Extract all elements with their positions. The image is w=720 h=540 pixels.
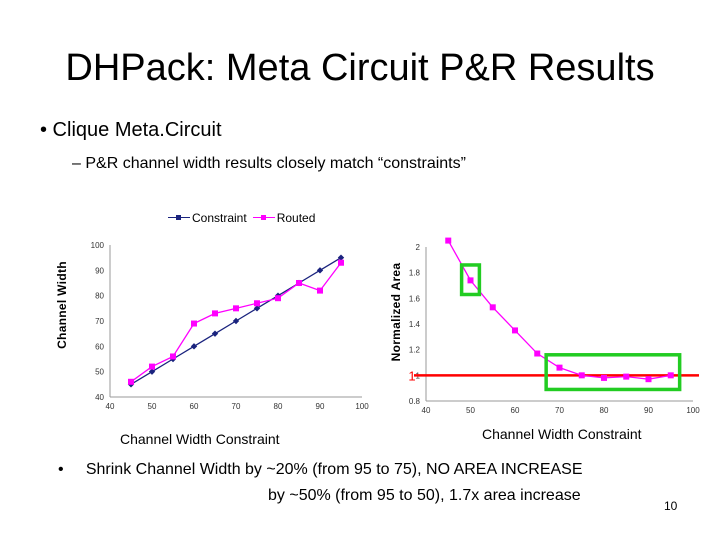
legend-label-constraint: Constraint — [192, 211, 247, 225]
chart1-point-constraint — [337, 254, 345, 261]
chart1-point-routed — [149, 363, 155, 370]
chart2-ytick-label: 0.8 — [409, 397, 421, 406]
chart2-xtick-label: 100 — [686, 406, 700, 415]
chart1-point-routed — [191, 320, 197, 327]
chart2-point-routed — [623, 373, 630, 380]
chart2-xtick-label: 70 — [555, 406, 564, 415]
chart2-xtick-label: 90 — [644, 406, 653, 415]
chart1-point-routed — [338, 259, 344, 266]
chart1-point-constraint — [211, 330, 219, 337]
chart2-point-routed — [601, 374, 607, 381]
chart2-point-routed — [667, 372, 674, 379]
bullet-shrink-channel: • Shrink Channel Width by ~20% (from 95 … — [58, 460, 583, 480]
chart2-ytick-label: 2 — [416, 243, 421, 252]
chart1-ytick-label: 60 — [95, 342, 104, 351]
bullet-2-marker: • — [58, 461, 64, 478]
chart2-ytick-label: 1.8 — [409, 269, 421, 278]
chart2-xtick-label: 80 — [600, 406, 609, 415]
chart2-highlight-box-0 — [459, 263, 482, 297]
chart2-xtick-label: 50 — [466, 406, 475, 415]
chart1-point-routed — [275, 295, 281, 302]
chart1-point-routed — [212, 310, 218, 317]
legend-item-constraint: Constraint — [168, 211, 247, 225]
chart-channel-width: 40 50 60 70 80 90 100 40 50 60 70 80 90 100 — [91, 241, 370, 411]
chart1-xlabel: Channel Width Constraint — [120, 431, 280, 447]
chart1-point-routed — [170, 353, 176, 360]
legend-item-routed: Routed — [252, 211, 316, 225]
legend-swatch-constraint — [168, 213, 190, 223]
chart1-xtick-label: 80 — [274, 402, 283, 411]
chart2-point-routed — [512, 327, 518, 334]
slide-title: DHPack: Meta Circuit P&R Results — [65, 47, 655, 89]
chart2-highlight-box-1 — [544, 353, 682, 392]
bullet-2-line-2: by ~50% (from 95 to 50), 1.7x area incre… — [268, 487, 581, 504]
chart1-point-constraint — [232, 317, 240, 325]
chart2-xtick-label: 40 — [422, 406, 431, 415]
chart2-point-routed — [489, 304, 496, 311]
chart1-xtick-label: 50 — [148, 402, 157, 411]
chart2-series-line-0 — [447, 240, 671, 380]
chart1-xtick-label: 60 — [190, 402, 199, 411]
chart2-point-routed — [534, 350, 541, 357]
chart1-ytick-label: 90 — [95, 266, 104, 275]
chart1-point-constraint — [253, 305, 261, 312]
chart1-point-routed — [233, 305, 239, 312]
chart1-xtick-label: 70 — [232, 402, 241, 411]
chart1-ytick-label: 100 — [91, 241, 105, 250]
legend-label-routed: Routed — [276, 211, 316, 225]
chart1-xtick-label: 90 — [316, 402, 325, 411]
chart2-ytick-label: 1.2 — [409, 346, 421, 355]
chart1-point-routed — [128, 378, 134, 385]
chart-legend: Constraint Routed — [168, 211, 321, 225]
chart1-ytick-label: 70 — [95, 317, 104, 326]
chart1-point-routed — [317, 287, 323, 294]
chart2-reference-label: 1 — [408, 368, 415, 383]
chart1-ytick-label: 50 — [95, 368, 104, 377]
chart1-point-constraint — [148, 368, 156, 375]
page-number: 10 — [664, 499, 678, 513]
chart2-point-routed — [645, 376, 652, 383]
chart1-point-constraint — [316, 267, 324, 274]
chart1-point-routed — [254, 300, 260, 307]
chart2-ytick-label: 1.4 — [409, 320, 421, 329]
chart1-point-constraint — [190, 343, 198, 350]
chart1-xtick-label: 40 — [106, 402, 115, 411]
chart2-xtick-label: 60 — [511, 406, 520, 415]
sub-bullet-results: – P&R channel width results closely matc… — [72, 155, 466, 172]
chart1-ytick-label: 80 — [95, 292, 104, 301]
chart1-ytick-label: 40 — [95, 393, 104, 402]
bullet-clique-metacircuit: • Clique Meta.Circuit — [40, 119, 222, 141]
chart2-point-routed — [467, 277, 474, 284]
chart2-xlabel: Channel Width Constraint — [482, 426, 642, 442]
chart1-xtick-label: 100 — [355, 402, 369, 411]
chart2-point-routed — [578, 372, 585, 379]
chart2-point-routed — [556, 364, 563, 371]
chart1-point-routed — [296, 280, 302, 286]
chart2-ytick-label: 1.6 — [409, 294, 421, 303]
legend-swatch-routed — [252, 213, 275, 223]
bullet-2-line-1: Shrink Channel Width by ~20% (from 95 to… — [85, 461, 583, 478]
chart2-point-routed — [445, 237, 452, 244]
